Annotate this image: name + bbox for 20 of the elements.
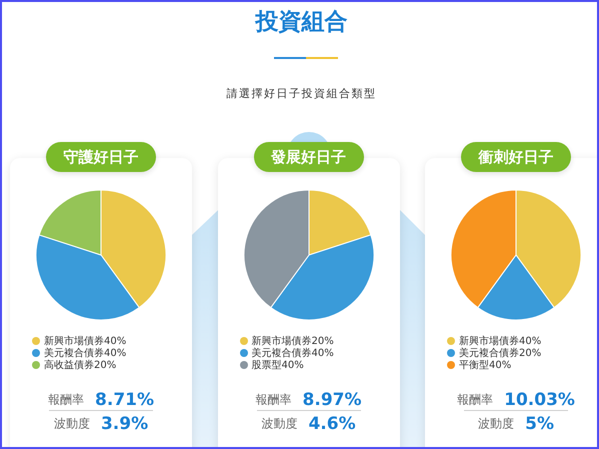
legend-label: 新興市場債券40% [459, 336, 542, 347]
legend-label: 新興市場債券40% [44, 336, 126, 347]
chart-title: 衝刺好日子 [461, 142, 571, 172]
legend-label: 股票型40% [252, 360, 304, 371]
legend-label: 平衡型40% [459, 360, 512, 371]
text: 報酬率 8.97% [255, 390, 362, 410]
text: 波動度 4.6% [261, 414, 356, 434]
legend-label: 美元複合債券40% [252, 348, 334, 359]
legend-label: 高收益債券20% [44, 360, 116, 371]
text: 波動度 5% [478, 414, 554, 434]
text: 報酬率 8.71% [48, 390, 154, 410]
text: 請選擇好日子投資組合類型 [226, 86, 378, 102]
text: 投資組合 [254, 8, 348, 37]
legend-label: 美元複合債券20% [459, 348, 542, 359]
legend-label: 美元複合債券40% [44, 348, 126, 359]
chart-title: 發展好日子 [254, 142, 364, 172]
chart-title: 守護好日子 [46, 142, 156, 172]
legend-label: 新興市場債券20% [252, 336, 334, 347]
text: 波動度 3.9% [54, 414, 148, 434]
text: 報酬率 10.03% [457, 390, 575, 410]
